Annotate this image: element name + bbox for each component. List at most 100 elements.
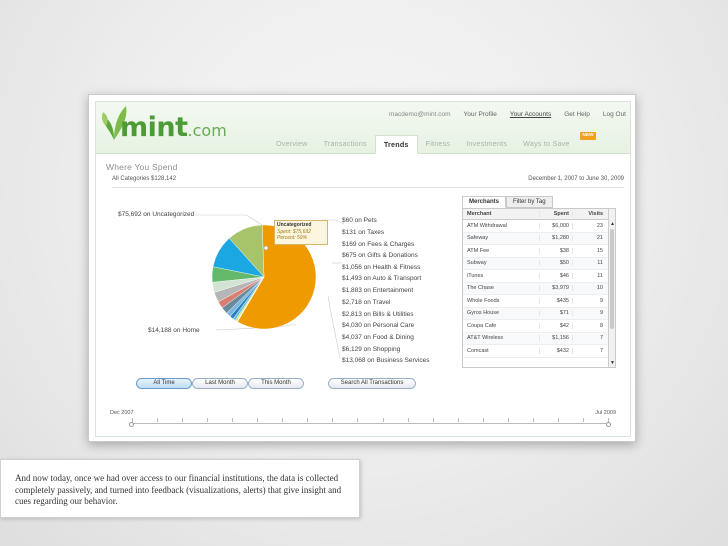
pie-label-shopping[interactable]: $6,129 on Shopping [342,346,401,353]
pie-label-uncategorized[interactable]: $75,692 on Uncategorized [118,211,195,218]
logo-wordmark: mint.com [120,112,227,143]
timeline-tick [182,418,184,422]
new-badge: NEW [580,132,596,140]
table-row[interactable]: Gyros House $71 9 [463,307,609,320]
spending-pie-chart[interactable] [96,102,631,437]
merchant-visits: 21 [596,235,603,242]
pie-label-bills[interactable]: $2,813 on Bills & Utilities [342,311,414,318]
last-month-button[interactable]: Last Month [192,378,248,389]
selected-slice-marker [263,245,269,251]
timeline-tick [532,418,534,422]
pie-label-business[interactable]: $13,068 on Business Services [342,357,430,364]
pie-label-food[interactable]: $4,037 on Food & Dining [342,334,414,341]
top-links: macdemo@mint.com Your Profile Your Accou… [389,111,626,118]
merchant-name: Gyros House [467,310,500,317]
timeline-tick [332,418,334,422]
timeline-tick [457,418,459,422]
app-header: mint.com macdemo@mint.com Your Profile Y… [96,102,630,154]
table-row[interactable]: Comcast $432 7 [463,345,609,358]
scroll-down-icon[interactable]: ▼ [610,360,615,366]
table-row[interactable]: ATM Withdrawal $6,000 23 [463,220,609,233]
tab-ways-to-save[interactable]: Ways to Save [523,139,570,148]
tab-investments[interactable]: Investments [466,139,508,148]
pie-label-pets[interactable]: $60 on Pets [342,217,377,224]
timeline-end-handle[interactable] [606,422,611,427]
timeline-tick [357,418,359,422]
pie-label-fees[interactable]: $169 on Fees & Charges [342,241,415,248]
get-help-link[interactable]: Get Help [564,111,590,118]
column-merchant[interactable]: Merchant [467,211,492,217]
pie-label-home[interactable]: $14,188 on Home [148,327,200,334]
leaf-icon [102,106,127,140]
merchant-visits: 9 [599,310,603,317]
table-row[interactable]: Whole Foods $435 9 [463,295,609,308]
category-bar: All Categories $128,142 December 1, 2007… [112,174,624,188]
pie-slice-home[interactable] [229,224,265,278]
slice-tooltip: Uncategorized Spent: $75,692 Percent: 59… [274,220,328,245]
brand-word: mint [120,112,188,143]
scroll-up-icon[interactable]: ▲ [610,221,615,227]
pie-label-travel[interactable]: $2,718 on Travel [342,299,391,306]
merchant-spent: $432 [539,347,573,354]
table-header: Merchant Spent Visits [463,209,609,220]
column-visits[interactable]: Visits [588,211,603,217]
search-all-transactions-button[interactable]: Search All Transactions [328,378,416,389]
table-row[interactable]: The Chase $3,979 10 [463,282,609,295]
timeline-start-handle[interactable] [129,422,134,427]
timeline-tick [257,418,259,422]
table-scrollbar[interactable]: ▲ ▼ [608,209,615,367]
pie-label-health[interactable]: $1,056 on Health & Fitness [342,264,421,271]
table-row[interactable]: Safeway $1,280 21 [463,232,609,245]
merchant-visits: 8 [599,322,603,329]
log-out-link[interactable]: Log Out [602,111,626,118]
timeline-track[interactable] [132,423,608,424]
this-month-button[interactable]: This Month [248,378,304,389]
table-row[interactable]: AT&T Wireless $1,156 7 [463,332,609,345]
table-row[interactable]: ATM Fee $38 15 [463,245,609,258]
timeline-tick [282,418,284,422]
mint-logo[interactable]: mint.com [100,104,227,150]
table-row[interactable]: Subway $50 11 [463,257,609,270]
merchant-visits: 9 [599,297,603,304]
merchant-tabs: Merchants Filter by Tag [462,196,553,208]
merchant-spent: $435 [539,297,573,304]
scroll-thumb[interactable] [610,229,614,329]
merchant-spent: $38 [539,247,573,254]
tooltip-spent: Spent: $75,692 [277,228,311,235]
your-accounts-link[interactable]: Your Accounts [509,111,552,118]
merchant-name: Safeway [467,235,489,242]
merchant-name: AT&T Wireless [467,335,504,342]
slide-caption: And now today, once we had over access t… [0,459,360,518]
merchant-spent: $50 [539,260,573,267]
timeline-tick [132,418,133,422]
pie-label-gifts[interactable]: $675 on Gifts & Donations [342,252,418,259]
merchant-visits: 11 [597,272,603,279]
merchant-spent: $1,156 [539,335,573,342]
pie-label-taxes[interactable]: $131 on Taxes [342,229,385,236]
all-time-button[interactable]: All Time [136,378,192,389]
tab-trends[interactable]: Trends [374,135,418,154]
tab-overview[interactable]: Overview [276,139,308,148]
main-tabs: Overview Transactions Trends Fitness Inv… [268,135,578,154]
table-row[interactable]: Coupa Cafe $42 8 [463,320,609,333]
tab-filter-by-tag[interactable]: Filter by Tag [506,196,553,208]
merchant-name: Whole Foods [467,297,500,304]
all-categories-total[interactable]: All Categories $128,142 [112,176,177,182]
tab-merchants[interactable]: Merchants [462,196,507,208]
tooltip-title: Uncategorized [277,222,312,228]
merchant-visits: 7 [599,335,603,342]
timeline-tick [582,418,584,422]
merchants-table: Merchant Spent Visits ATM Withdrawal $6,0… [462,208,616,368]
pie-label-entertainment[interactable]: $1,883 on Entertainment [342,287,414,294]
pie-label-personal-care[interactable]: $4,030 on Personal Care [342,322,415,329]
your-profile-link[interactable]: Your Profile [463,111,497,118]
pie-label-auto[interactable]: $1,493 on Auto & Transport [342,275,422,282]
table-row[interactable]: iTunes $46 11 [463,270,609,283]
merchant-visits: 10 [596,285,603,292]
column-spent[interactable]: Spent [539,211,573,217]
tab-fitness[interactable]: Fitness [425,139,451,148]
tab-transactions[interactable]: Transactions [323,139,367,148]
screenshot-frame: mint.com macdemo@mint.com Your Profile Y… [88,94,636,442]
merchant-name: iTunes [467,272,484,279]
merchant-name: ATM Withdrawal [467,222,507,229]
